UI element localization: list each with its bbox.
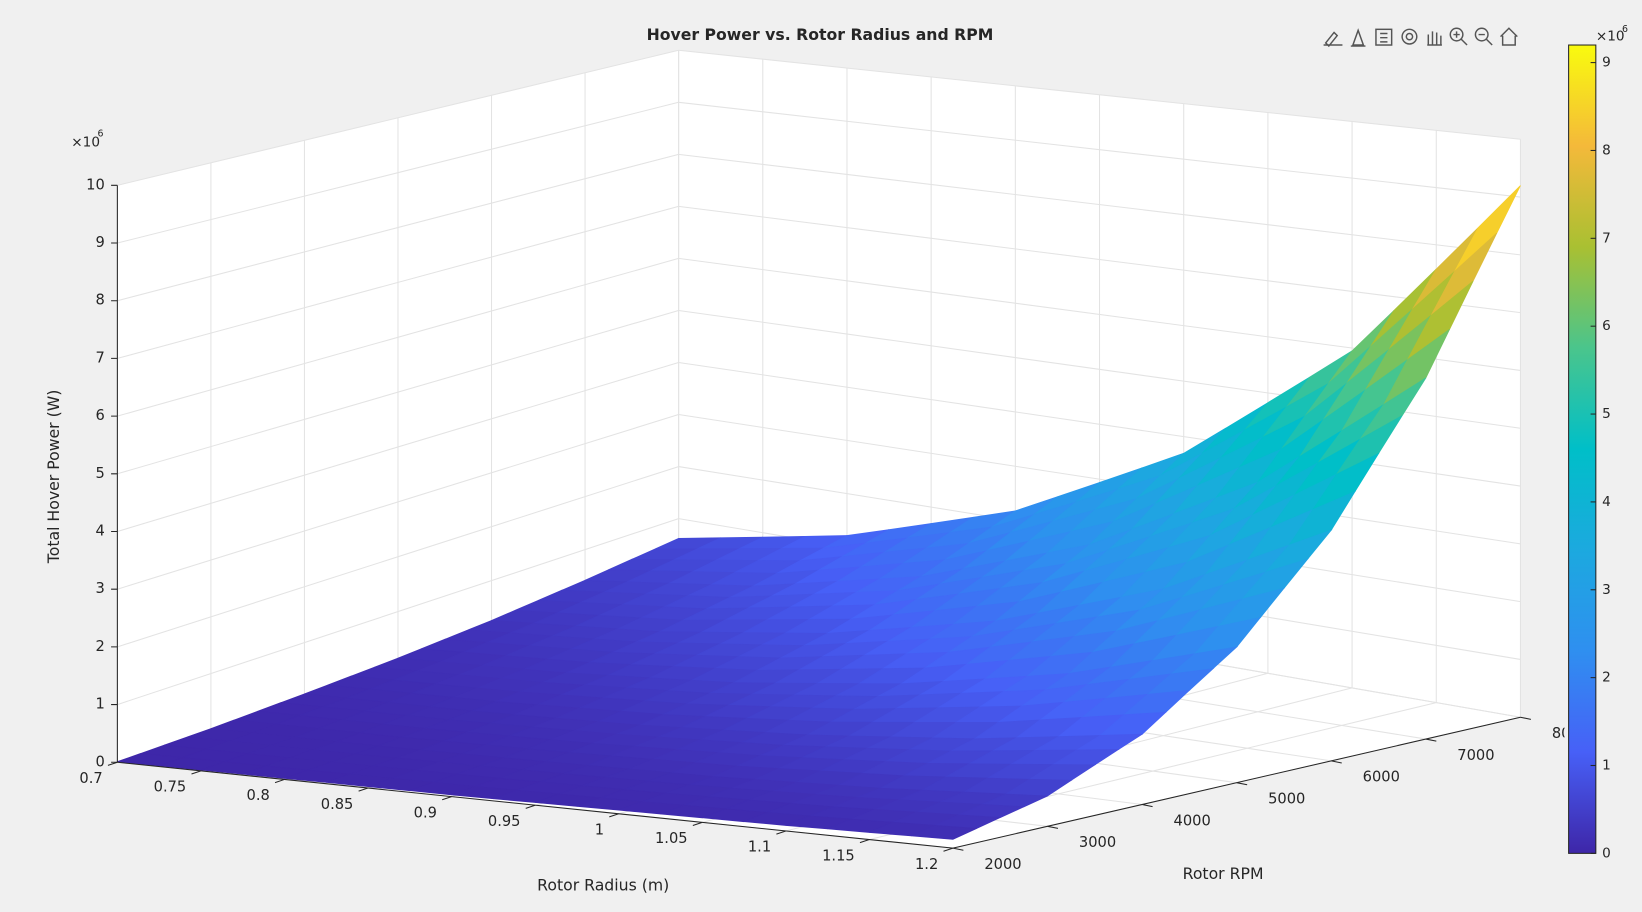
z-tick-label: 2 — [95, 638, 104, 655]
y-tick-label: 7000 — [1457, 747, 1494, 764]
y-tick-label: 6000 — [1363, 769, 1400, 786]
surface-patch — [910, 824, 977, 840]
z-tick-label: 0 — [95, 753, 104, 770]
grid-line — [117, 466, 679, 648]
colorbar-tick-label: 7 — [1602, 230, 1611, 246]
y-axis-line — [952, 716, 1521, 849]
x-tick — [358, 787, 369, 792]
z-exponent: 6 — [97, 129, 103, 140]
colorbar: 0 1 2 3 4 5 6 7 8 9 — [1568, 44, 1611, 861]
x-tick — [859, 839, 870, 844]
colorbar-tick-label: 4 — [1602, 494, 1611, 510]
y-tick — [1047, 825, 1059, 829]
brush-button[interactable] — [1323, 31, 1343, 48]
grid-line — [678, 153, 1521, 256]
z-tick-label: 9 — [95, 234, 104, 251]
colorbar-tick-label: 5 — [1602, 406, 1611, 422]
rotate-button[interactable] — [1401, 28, 1418, 45]
grid-line — [678, 205, 1521, 314]
x-tick — [609, 813, 619, 818]
colorbar-tick-label: 6 — [1602, 318, 1611, 334]
colorbar-tick-label: 2 — [1602, 670, 1611, 686]
y-tick — [1141, 803, 1153, 808]
pan-button[interactable] — [1427, 31, 1442, 46]
x-tick — [692, 821, 703, 827]
z-tick-label: 8 — [95, 292, 104, 309]
x-axis-label: Rotor Radius (m) — [537, 875, 669, 894]
colorbar-scale — [1568, 44, 1597, 854]
zoom-in-button[interactable] — [1449, 27, 1468, 46]
colorbar-tick-label: 3 — [1602, 582, 1611, 598]
grid-line — [117, 414, 679, 590]
grid-line — [117, 309, 679, 475]
colorbar-tick-label: 9 — [1602, 55, 1611, 71]
x-tick-label: 0.85 — [321, 796, 354, 813]
grid-line — [117, 101, 679, 244]
x-tick — [776, 830, 786, 835]
y-tick — [952, 847, 964, 851]
x-tick — [525, 804, 536, 809]
y-tick — [1236, 782, 1248, 786]
x-tick — [943, 847, 954, 852]
z-axis-label: Total Hover Power (W) — [44, 390, 63, 565]
y-tick — [1331, 760, 1342, 764]
x-tick-label: 0.75 — [154, 779, 187, 796]
grid-line — [678, 49, 1521, 140]
x-tick-label: 1.1 — [748, 839, 771, 856]
x-tick-label: 1.15 — [822, 847, 855, 864]
colorbar-tick-label: 1 — [1602, 758, 1611, 774]
grid-line — [117, 205, 679, 359]
x-tick — [274, 778, 285, 784]
grid-line — [117, 361, 679, 532]
x-tick-label: 0.95 — [488, 813, 521, 830]
x-tick-label: 1.05 — [655, 830, 688, 847]
z-tick-label: 3 — [95, 580, 104, 597]
grid-line — [678, 101, 1521, 198]
y-tick — [1425, 738, 1437, 742]
y-tick-label: 5000 — [1268, 790, 1305, 807]
z-multiplier: ×10 — [71, 134, 100, 150]
toolbar — [1323, 27, 1518, 48]
surface — [117, 185, 1521, 840]
axes: 0.7 0.75 0.8 0.85 0.9 0.95 1 1.05 1.1 1.15 1.2 2000… — [79, 176, 1589, 873]
grid-line — [117, 49, 679, 186]
y-tick-label: 2000 — [984, 856, 1021, 873]
x-axis-line — [117, 761, 953, 849]
x-tick-label: 0.7 — [79, 770, 102, 787]
z-tick-label: 6 — [95, 407, 104, 424]
z-tick-label: 10 — [86, 176, 105, 193]
x-tick-label: 0.9 — [414, 804, 437, 821]
legend-button[interactable] — [1375, 28, 1393, 46]
y-tick-label: 3000 — [1079, 834, 1116, 851]
x-tick — [191, 770, 202, 775]
z-tick-label: 1 — [95, 696, 104, 713]
colorbar-multiplier: ×10 — [1596, 29, 1625, 45]
y-tick-label: 8000 — [1552, 725, 1589, 742]
z-tick-label: 5 — [95, 465, 104, 482]
colorbar-tick-label: 0 — [1602, 845, 1611, 861]
chart-title: Hover Power vs. Rotor Radius and RPM — [647, 25, 994, 44]
y-tick — [1520, 716, 1532, 720]
grid-line — [678, 414, 1521, 545]
x-tick-label: 1.2 — [915, 856, 938, 873]
x-tick-label: 1 — [595, 822, 604, 839]
y-tick-label: 4000 — [1174, 812, 1211, 829]
zoom-out-button[interactable] — [1474, 27, 1493, 46]
grid-line — [117, 257, 679, 417]
data-tips-button[interactable] — [1350, 28, 1366, 47]
home-button[interactable] — [1500, 27, 1518, 46]
z-tick-label: 4 — [95, 522, 104, 539]
colorbar-tick-label: 8 — [1602, 142, 1611, 158]
grid-line — [117, 153, 679, 302]
x-tick-label: 0.8 — [247, 787, 270, 804]
grid-line — [117, 518, 679, 706]
grid-line — [678, 361, 1521, 487]
y-axis-label: Rotor RPM — [1183, 864, 1264, 883]
z-tick-label: 7 — [95, 349, 104, 366]
x-tick — [442, 796, 452, 801]
colorbar-exponent: 6 — [1622, 24, 1628, 35]
